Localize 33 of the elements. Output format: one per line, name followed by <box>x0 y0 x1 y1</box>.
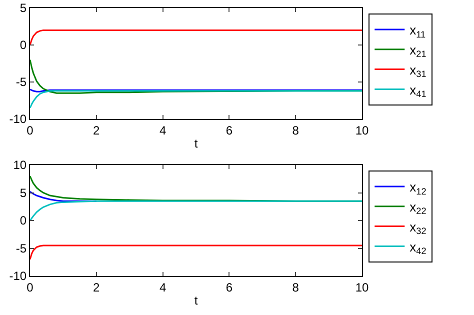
line-series <box>30 90 362 109</box>
legend-label: x$_{31}$ <box>410 62 426 80</box>
x-tick-label: 8 <box>292 123 300 138</box>
x-tick-label: 2 <box>93 123 100 138</box>
x-axis-title: t <box>194 293 198 308</box>
y-tick-label: 5 <box>20 186 27 200</box>
legend-label: x$_{21}$ <box>410 42 426 60</box>
x-tick-label: 2 <box>93 280 100 294</box>
y-tick-label: 10 <box>13 158 27 172</box>
legend-label: x$_{42}$ <box>410 239 426 256</box>
y-tick-label: -5 <box>16 241 27 256</box>
y-tick-label: 5 <box>20 1 27 16</box>
x-axis-title: t <box>194 136 198 150</box>
y-tick-label: 0 <box>20 214 27 228</box>
line-series <box>30 244 362 260</box>
legend-label: x$_{12}$ <box>410 180 426 196</box>
y-tick-label: -10 <box>9 269 27 284</box>
y-tick-label: 0 <box>20 38 27 52</box>
y-tick-label: -5 <box>16 75 27 90</box>
x-tick-label: 8 <box>292 280 300 294</box>
x-tick-label: 4 <box>159 280 166 294</box>
line-series <box>30 29 362 46</box>
x-tick-label: 6 <box>226 123 233 138</box>
x-tick-label: 6 <box>226 280 233 294</box>
y-tick-label: -10 <box>9 112 27 126</box>
legend-label: x$_{11}$ <box>410 22 426 40</box>
x-tick-label: 10 <box>355 280 369 294</box>
x-tick-label: 4 <box>159 123 166 138</box>
legend-label: x$_{32}$ <box>410 219 426 236</box>
line-series <box>30 200 362 222</box>
legend-label: x$_{41}$ <box>410 82 426 99</box>
x-tick-label: 10 <box>355 123 369 138</box>
legend-label: x$_{22}$ <box>410 199 426 216</box>
